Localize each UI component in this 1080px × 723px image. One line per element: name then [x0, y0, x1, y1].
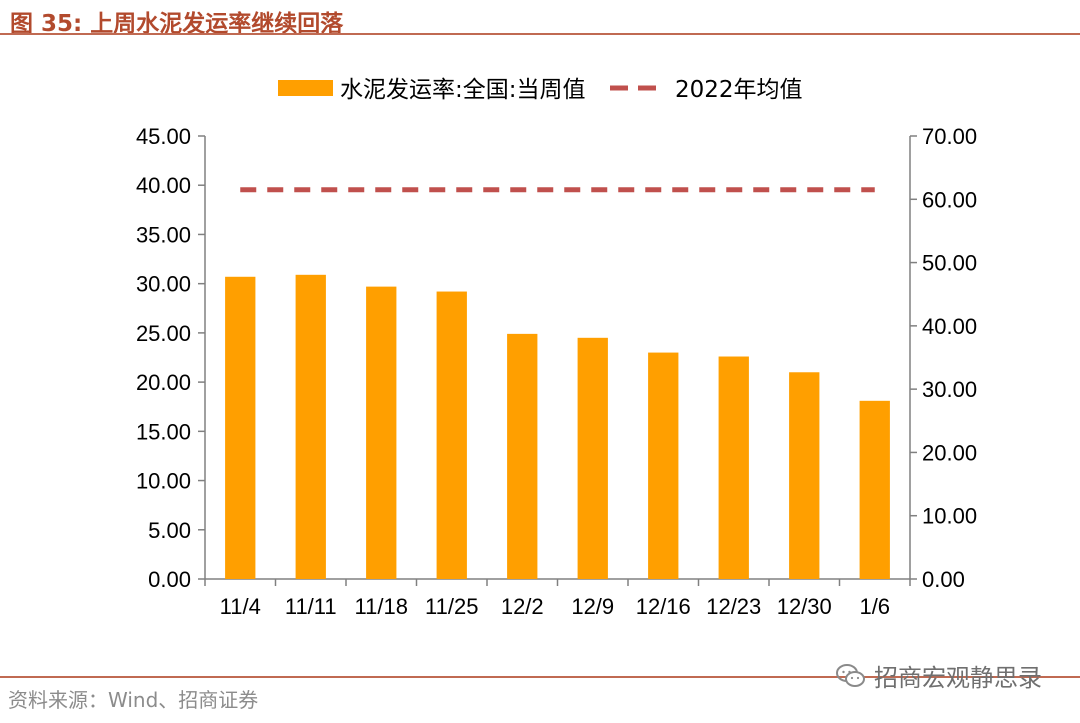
x-tick-label: 1/6	[859, 594, 890, 619]
y-right-tick-label: 50.00	[922, 251, 977, 276]
bar	[718, 356, 749, 579]
bar	[789, 372, 820, 579]
bar	[648, 352, 679, 579]
chart-container: 水泥发运率:全国:当周值 2022年均值 0.00 5.00 10.00 15.00 20.…	[0, 36, 1080, 666]
y-right-tick-label: 70.00	[922, 124, 977, 149]
chart: 水泥发运率:全国:当周值 2022年均值 0.00 5.00 10.00 15.00 20.…	[136, 77, 977, 619]
x-tick-label: 12/2	[501, 594, 544, 619]
legend-bar-label: 水泥发运率:全国:当周值	[340, 77, 586, 103]
x-tick-label: 12/16	[636, 594, 691, 619]
y-right-tick-label: 30.00	[922, 377, 977, 402]
bar	[295, 274, 326, 579]
x-tick-label: 12/23	[706, 594, 761, 619]
watermark: 招商宏观静思录	[836, 658, 1042, 693]
legend-bar-swatch	[278, 80, 333, 96]
title-divider	[0, 33, 1080, 35]
figure-title: 图 35: 上周水泥发运率继续回落	[10, 11, 344, 37]
y-left-tick-label: 15.00	[136, 419, 191, 444]
source-note: 资料来源：Wind、招商证券	[8, 688, 259, 712]
y-left-tick-label: 5.00	[148, 518, 191, 543]
y-right-tick-label: 20.00	[922, 440, 977, 465]
y-left-tick-label: 25.00	[136, 321, 191, 346]
legend-line-label: 2022年均值	[675, 77, 803, 103]
bar	[507, 333, 538, 579]
y-right-tick-label: 40.00	[922, 314, 977, 339]
y-left-tick-label: 45.00	[136, 124, 191, 149]
x-tick-label: 11/18	[355, 594, 408, 619]
figure-footer: 资料来源：Wind、招商证券 招商宏观静思录	[0, 663, 1080, 723]
y-left-tick-label: 30.00	[136, 272, 191, 297]
y-left-tick-label: 10.00	[136, 469, 191, 494]
bar	[436, 291, 467, 579]
y-left-tick-label: 20.00	[136, 370, 191, 395]
y-right-tick-label: 60.00	[922, 187, 977, 212]
x-tick-label: 11/4	[220, 594, 261, 619]
figure-header: 图 35: 上周水泥发运率继续回落	[0, 0, 1080, 37]
y-right-tick-label: 10.00	[922, 504, 977, 529]
bar	[859, 400, 890, 579]
bar	[366, 286, 397, 579]
wechat-icon	[836, 663, 865, 687]
bar	[225, 276, 256, 579]
x-tick-label: 12/30	[777, 594, 832, 619]
y-right-tick-label: 0.00	[922, 567, 965, 592]
watermark-text: 招商宏观静思录	[874, 664, 1042, 692]
x-tick-label: 12/9	[571, 594, 614, 619]
y-left-tick-label: 35.00	[136, 222, 191, 247]
x-tick-label: 11/11	[285, 594, 337, 619]
footer-divider	[0, 676, 1080, 678]
y-left-tick-label: 40.00	[136, 173, 191, 198]
y-left-tick-label: 0.00	[148, 567, 191, 592]
x-tick-label: 11/25	[425, 594, 478, 619]
bar	[577, 337, 608, 579]
